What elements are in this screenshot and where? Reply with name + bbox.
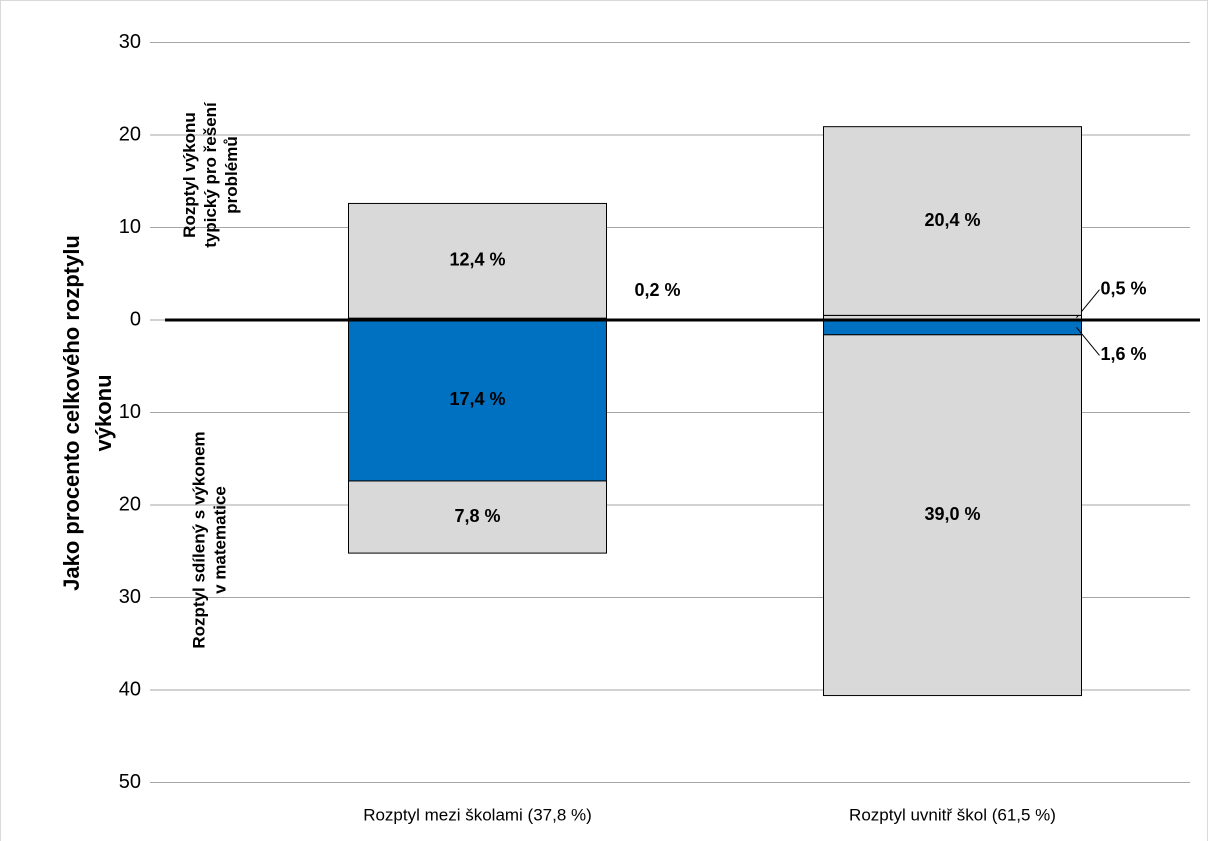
annotation-line: problémů — [222, 136, 241, 213]
value-label: 12,4 % — [449, 250, 505, 270]
y-tick-label: 50 — [119, 771, 141, 793]
bar-segment — [348, 480, 607, 554]
annotation: Rozptyl sdílený s výkonem v matematice — [190, 431, 230, 648]
annotation-line: typický pro řešení — [201, 101, 220, 248]
y-tick-label: 30 — [119, 586, 141, 608]
x-tick-label: Rozptyl uvnitř škol (61,5 %) — [849, 805, 1056, 824]
annotation-line: v matematice — [211, 486, 230, 594]
value-label: 17,4 % — [449, 389, 505, 409]
annotation: Rozptyl výkonu typický pro řešení problémů — [180, 101, 241, 248]
y-axis-label-line: výkonu — [91, 374, 116, 451]
y-tick-label: 20 — [119, 123, 141, 145]
y-tick-label: 10 — [119, 401, 141, 423]
value-label: 7,8 % — [454, 506, 500, 526]
y-tick-label: 40 — [119, 678, 141, 700]
bar-segment — [823, 126, 1082, 316]
y-tick-label: 10 — [119, 216, 141, 238]
x-tick-label: Rozptyl mezi školami (37,8 %) — [363, 805, 592, 824]
bar-segment — [348, 202, 607, 319]
y-axis-label-line: Jako procento celkového rozptylu — [59, 235, 84, 591]
value-label: 20,4 % — [924, 210, 980, 230]
leader-line — [1076, 327, 1100, 356]
value-label: 39,0 % — [924, 504, 980, 524]
annotation-line: Rozptyl sdílený s výkonem — [190, 431, 209, 648]
value-label: 0,5 % — [1101, 278, 1147, 298]
bar-segment — [823, 319, 1082, 336]
y-tick-label: 20 — [119, 493, 141, 515]
bar-segment — [823, 334, 1082, 697]
y-tick-label: 0 — [130, 308, 141, 330]
y-tick-label: 30 — [119, 31, 141, 53]
value-label: 0,2 % — [635, 280, 681, 300]
value-label: 1,6 % — [1101, 344, 1147, 364]
bar-segment — [348, 319, 607, 482]
y-axis-label: Jako procento celkového rozptylu výkonu — [59, 235, 116, 591]
annotation-line: Rozptyl výkonu — [180, 112, 199, 238]
